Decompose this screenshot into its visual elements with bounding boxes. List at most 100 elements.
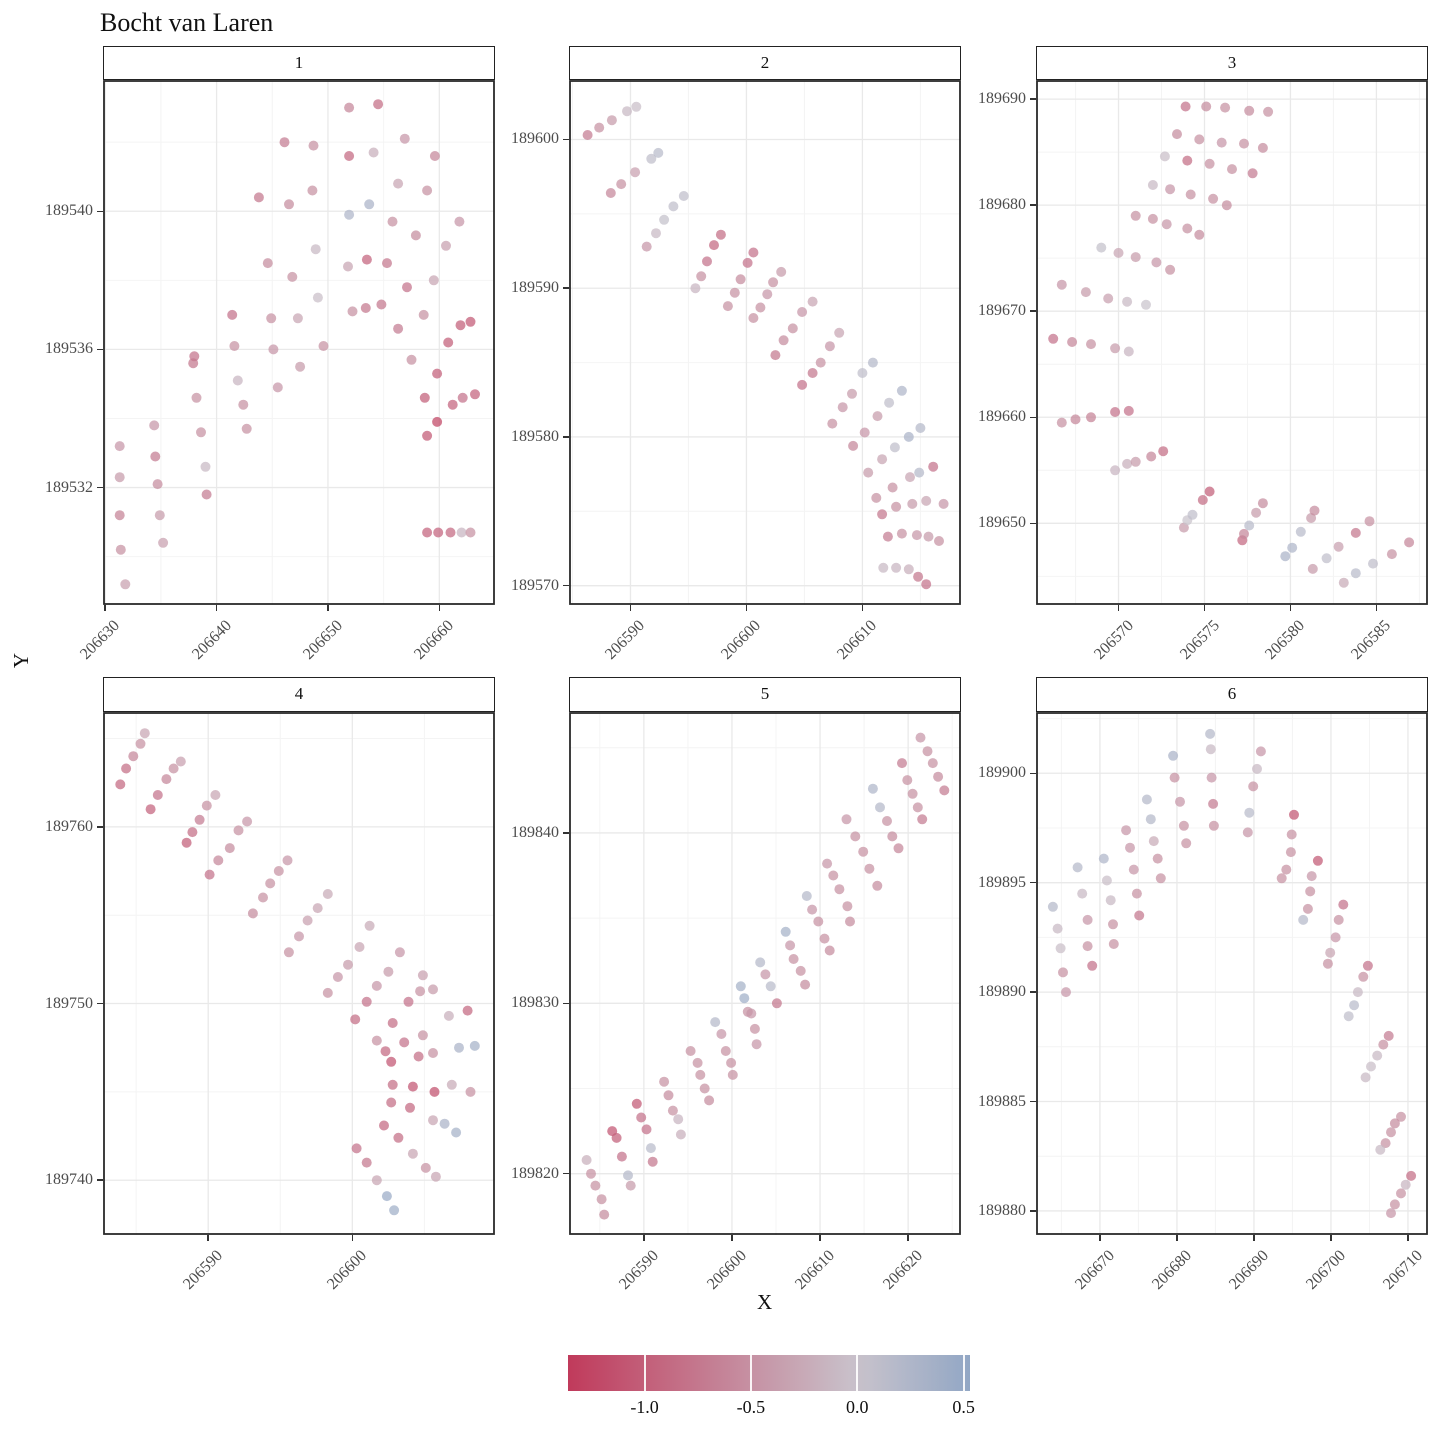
y-tick-label: 189600 (511, 130, 559, 148)
data-point (938, 498, 949, 509)
data-point (402, 282, 412, 293)
data-point (376, 299, 387, 310)
data-point (115, 544, 126, 555)
x-tick-label: 206580 (1262, 617, 1309, 663)
data-point (581, 1155, 592, 1165)
data-point (915, 423, 926, 433)
data-point (1248, 781, 1259, 792)
data-point (1123, 405, 1134, 416)
x-tick-mark (861, 605, 864, 611)
colorbar-tick-label: -0.5 (736, 1397, 766, 1417)
data-point (1103, 293, 1114, 304)
data-point (1130, 210, 1141, 221)
data-point (439, 1118, 450, 1129)
data-point (433, 527, 444, 538)
data-point (702, 256, 712, 267)
data-point (373, 99, 384, 110)
x-tick-label: 206650 (300, 617, 346, 663)
x-tick-label: 206590 (615, 1247, 662, 1293)
data-point (903, 431, 914, 442)
y-tick-label: 189532 (45, 478, 93, 496)
data-point (371, 980, 382, 991)
data-point (1406, 1170, 1417, 1181)
data-point (1122, 458, 1133, 469)
data-point (1257, 498, 1268, 509)
data-point (407, 1081, 418, 1092)
data-point (1101, 875, 1112, 886)
data-point (253, 192, 264, 203)
data-point (785, 940, 796, 951)
data-point (903, 564, 914, 575)
data-point (1134, 910, 1145, 921)
x-tick-label: 206610 (792, 1247, 839, 1293)
data-point (465, 1086, 476, 1097)
data-point (1187, 509, 1198, 520)
data-point (114, 510, 125, 521)
y-tick-label: 189750 (45, 994, 93, 1012)
y-tick-mark (1030, 522, 1036, 525)
data-point (387, 1018, 398, 1028)
y-tick-mark (1030, 1100, 1036, 1103)
data-point (1161, 219, 1172, 230)
data-point (667, 1105, 678, 1116)
data-point (1098, 853, 1109, 864)
facet-panel-5 (569, 712, 961, 1235)
data-point (884, 397, 895, 408)
data-point (1362, 960, 1373, 971)
data-point (915, 732, 926, 743)
x-tick-mark (1330, 1235, 1332, 1241)
data-point (295, 361, 306, 372)
data-point (1172, 129, 1182, 140)
data-point (663, 1090, 674, 1101)
data-point (386, 1056, 397, 1067)
data-point (859, 427, 870, 438)
data-point (641, 241, 652, 252)
data-point (1131, 888, 1142, 899)
data-point (1082, 914, 1093, 925)
data-point (1396, 1111, 1406, 1122)
data-point (273, 866, 284, 876)
data-point (704, 1095, 715, 1106)
data-point (807, 296, 818, 307)
y-tick-mark (97, 1179, 103, 1181)
x-tick-label: 206590 (602, 617, 649, 663)
data-point (893, 843, 904, 854)
data-point (441, 240, 451, 251)
data-point (594, 122, 605, 133)
facet-strip-3: 3 (1036, 46, 1428, 80)
data-point (1257, 142, 1268, 153)
data-point (902, 775, 913, 786)
data-point (1110, 343, 1121, 354)
data-point (1285, 847, 1296, 858)
data-point (247, 908, 258, 919)
data-point (1110, 465, 1121, 476)
data-point (699, 1083, 710, 1094)
data-point (1221, 200, 1232, 211)
data-point (258, 892, 268, 903)
facet-panel-3 (1036, 80, 1428, 605)
data-point (204, 869, 215, 880)
data-point (1255, 746, 1266, 757)
data-point (755, 957, 766, 968)
data-point (1309, 505, 1320, 516)
data-point (921, 579, 932, 590)
facet-panel-6 (1036, 712, 1428, 1235)
x-tick-label: 206585 (1348, 617, 1395, 663)
data-point (238, 399, 249, 410)
data-point (188, 358, 199, 369)
data-point (1052, 923, 1063, 934)
data-point (1072, 862, 1083, 873)
data-point (393, 178, 404, 189)
data-point (389, 1205, 400, 1216)
data-point (1182, 155, 1193, 166)
data-point (1204, 486, 1215, 497)
data-point (1067, 337, 1078, 347)
data-point (115, 779, 126, 790)
data-point (1325, 947, 1336, 958)
data-point (1307, 563, 1318, 574)
data-point (354, 942, 365, 952)
x-tick-label: 206630 (77, 617, 124, 663)
data-point (224, 843, 235, 854)
data-point (457, 392, 468, 403)
data-point (875, 802, 885, 813)
